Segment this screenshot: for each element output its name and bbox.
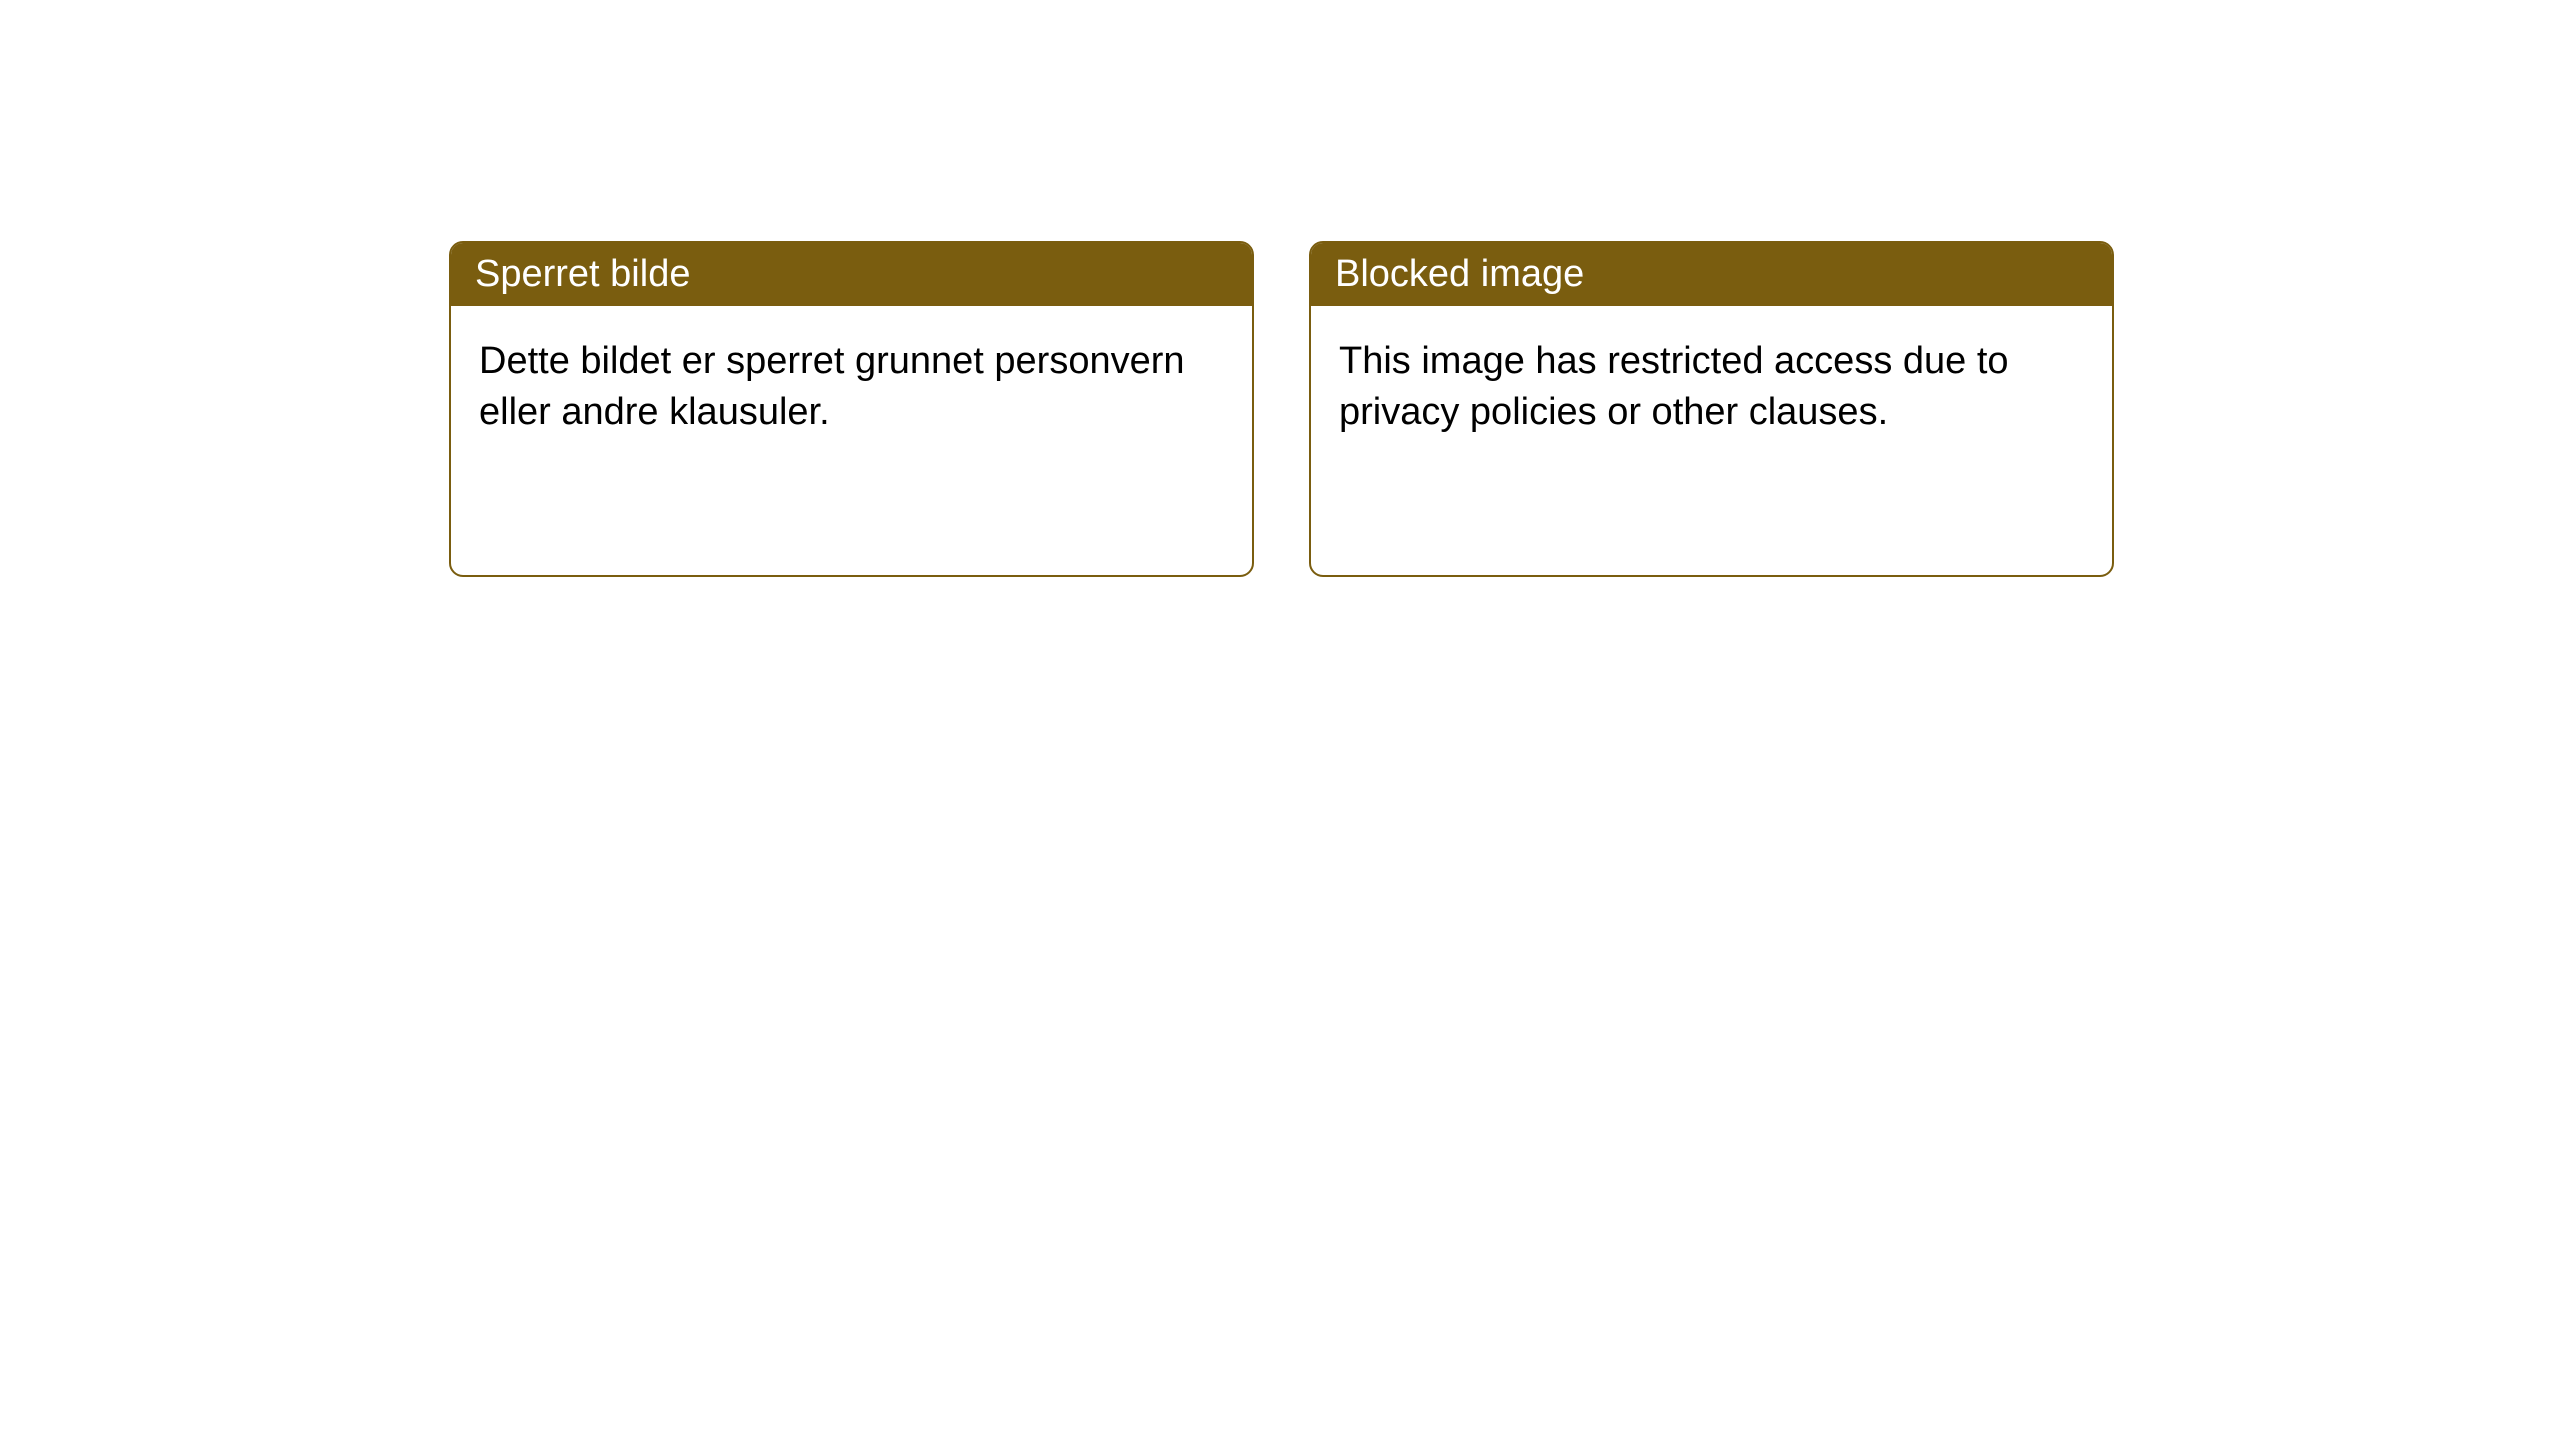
notice-cards-container: Sperret bilde Dette bildet er sperret gr… bbox=[449, 241, 2114, 577]
notice-body: Dette bildet er sperret grunnet personve… bbox=[451, 306, 1252, 469]
notice-header: Blocked image bbox=[1311, 243, 2112, 306]
notice-header: Sperret bilde bbox=[451, 243, 1252, 306]
notice-title: Blocked image bbox=[1335, 253, 1584, 295]
notice-body-text: This image has restricted access due to … bbox=[1339, 340, 2009, 433]
notice-card-english: Blocked image This image has restricted … bbox=[1309, 241, 2114, 577]
notice-title: Sperret bilde bbox=[475, 253, 690, 295]
notice-body-text: Dette bildet er sperret grunnet personve… bbox=[479, 340, 1185, 433]
notice-card-norwegian: Sperret bilde Dette bildet er sperret gr… bbox=[449, 241, 1254, 577]
notice-body: This image has restricted access due to … bbox=[1311, 306, 2112, 469]
